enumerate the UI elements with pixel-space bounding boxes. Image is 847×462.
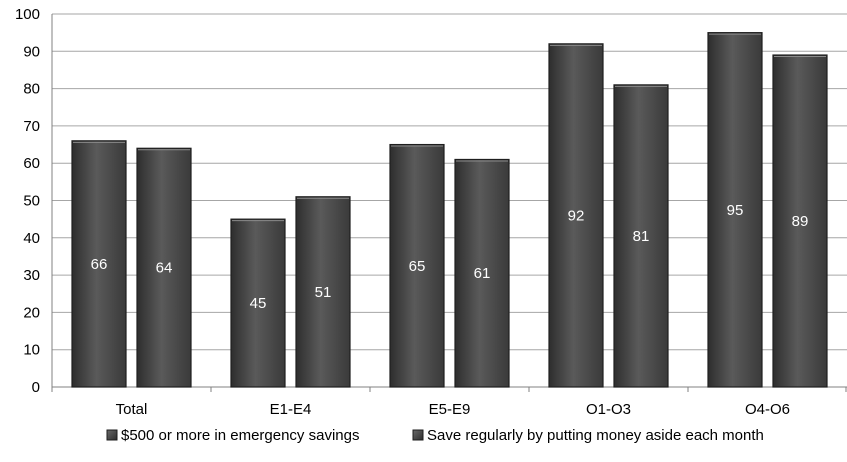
bar-E1-E4-2 [295,196,351,388]
bar-O1-O3-2 [613,84,669,388]
data-label: 89 [792,213,809,230]
y-tick-label: 20 [23,304,40,321]
x-tick-label: Total [116,401,148,418]
bar-E5-E9-2 [454,158,510,388]
x-tick-label: E1-E4 [270,401,312,418]
bars [71,32,828,388]
x-tick-label: O1-O3 [586,401,631,418]
data-label: 61 [474,265,491,282]
data-label: 92 [568,207,585,224]
legend-label: Save regularly by putting money aside ea… [427,427,764,444]
bar-Total-2 [136,147,192,388]
data-label: 64 [156,260,173,277]
y-tick-label: 50 [23,193,40,210]
legend-label: $500 or more in emergency savings [121,427,359,444]
y-tick-label: 30 [23,267,40,284]
legend-swatch [106,429,118,441]
data-labels: 66 64 45 51 65 61 92 81 95 89 [91,202,809,312]
bar-O4-O6-2 [772,54,828,388]
bar-E1-E4-1 [230,218,286,388]
bar-E5-E9-1 [389,143,445,388]
y-tick-label: 90 [23,43,40,60]
x-tick-label: E5-E9 [429,401,471,418]
y-tick-label: 80 [23,81,40,98]
data-label: 65 [409,258,426,275]
data-label: 66 [91,256,108,273]
y-tick-label: 70 [23,118,40,135]
bar-O1-O3-1 [548,43,604,388]
legend-swatch [412,429,424,441]
y-tick-label: 10 [23,342,40,359]
y-tick-label: 100 [15,6,40,23]
x-tick-label: O4-O6 [745,401,790,418]
legend: $500 or more in emergency savings Save re… [106,427,764,444]
y-tick-label: 0 [32,379,40,396]
y-tick-label: 40 [23,230,40,247]
bar-Total-1 [71,140,127,388]
bar-O4-O6-1 [707,32,763,388]
data-label: 51 [315,284,332,301]
data-label: 45 [250,295,267,312]
data-label: 81 [633,228,650,245]
y-tick-label: 60 [23,155,40,172]
tick-labels: 0 10 20 30 40 50 60 70 80 90 100 Total E1-E4 E5-E9 O1-… [15,6,790,418]
data-label: 95 [727,202,744,219]
